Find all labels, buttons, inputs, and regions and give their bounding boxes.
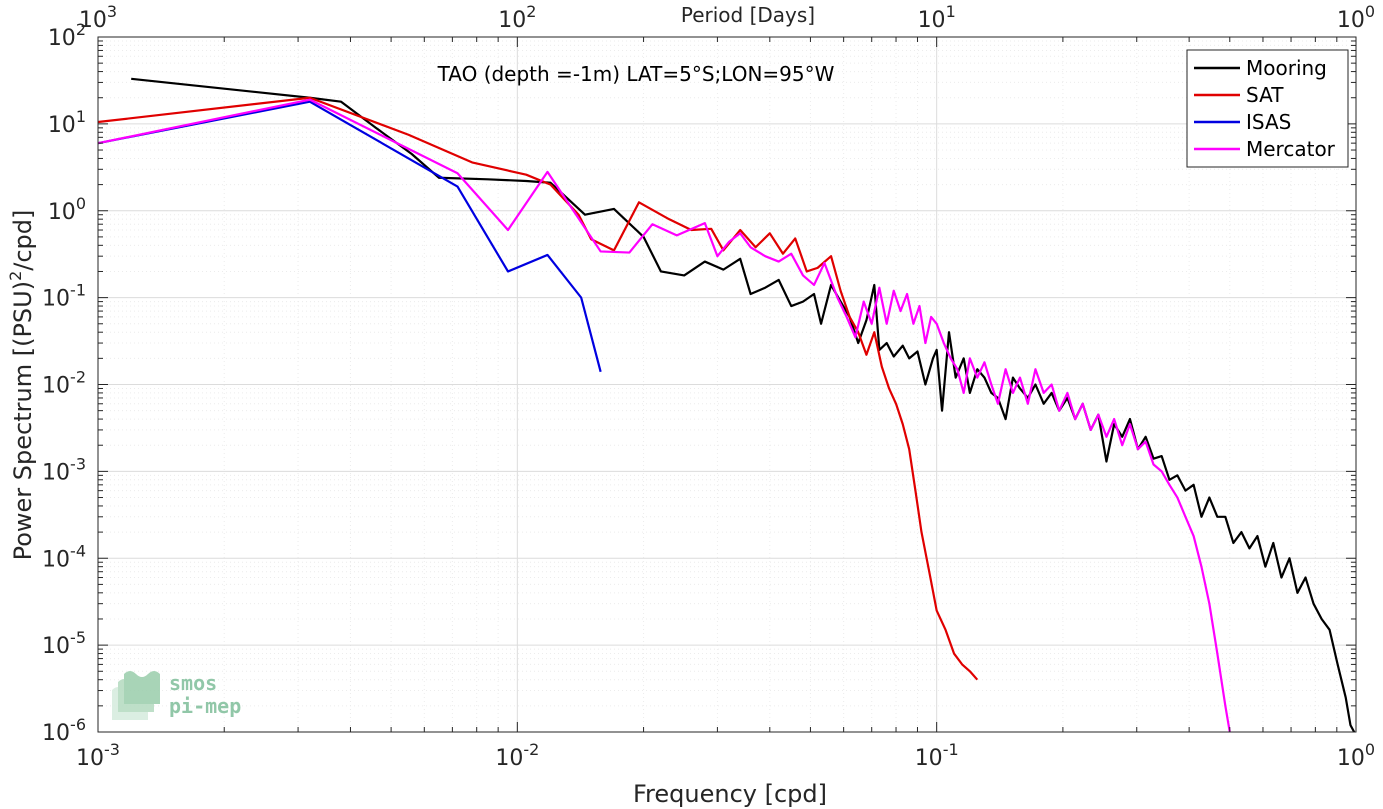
y-tick-label: 100 — [48, 194, 86, 225]
top-axis-label: Period [Days] — [681, 3, 815, 27]
legend-items: Mooring SAT ISAS Mercator — [1194, 56, 1336, 161]
x-axis-label: Frequency [cpd] — [633, 780, 827, 808]
series-line-isas — [97, 100, 602, 373]
logo-wave-icon — [112, 671, 160, 720]
y-tick-label: 10-3 — [42, 454, 86, 485]
x-tick-label: 10-3 — [76, 740, 120, 771]
y-axis-label-sup: 2 — [6, 271, 25, 281]
y-tick-label: 10-2 — [42, 368, 86, 399]
y-tick-label: 10-6 — [42, 715, 86, 746]
series-layer — [97, 77, 1356, 733]
top-tick-label: 101 — [918, 2, 956, 33]
logo-line1: smos — [169, 671, 217, 695]
y-tick-label: 10-5 — [42, 628, 86, 659]
y-tick-label: 10-1 — [42, 281, 86, 312]
smos-pi-mep-logo: smos pi-mep — [112, 671, 241, 720]
tick-marks-layer — [97, 37, 1356, 733]
legend-label-mercator: Mercator — [1246, 137, 1336, 161]
legend-label-sat: SAT — [1246, 83, 1284, 107]
top-tick-label: 100 — [1337, 2, 1375, 33]
x-tick-label: 100 — [1337, 740, 1375, 771]
y-tick-label: 101 — [48, 107, 86, 138]
y-axis-label-main: Power Spectrum [(PSU) — [9, 281, 37, 560]
top-tick-label: 103 — [79, 2, 117, 33]
x-tick-label: 10-1 — [915, 740, 959, 771]
y-axis-label-tail: /cpd] — [9, 210, 37, 271]
grid-layer — [97, 37, 1356, 733]
y-axis-label: Power Spectrum [(PSU)2/cpd] — [6, 210, 37, 561]
series-line-mooring — [131, 77, 1356, 733]
logo-line2: pi-mep — [169, 694, 241, 718]
y-tick-label: 10-4 — [42, 541, 86, 572]
legend: Mooring SAT ISAS Mercator — [1186, 49, 1349, 168]
legend-label-isas: ISAS — [1246, 110, 1291, 134]
chart-title: TAO (depth =-1m) LAT=5°S;LON=95°W — [437, 62, 835, 86]
top-tick-label: 102 — [498, 2, 536, 33]
x-tick-label: 10-2 — [495, 740, 539, 771]
series-line-mercator — [97, 98, 1231, 733]
legend-label-mooring: Mooring — [1246, 56, 1327, 80]
y-tick-label: 102 — [48, 20, 86, 51]
legend-box — [1186, 49, 1349, 168]
